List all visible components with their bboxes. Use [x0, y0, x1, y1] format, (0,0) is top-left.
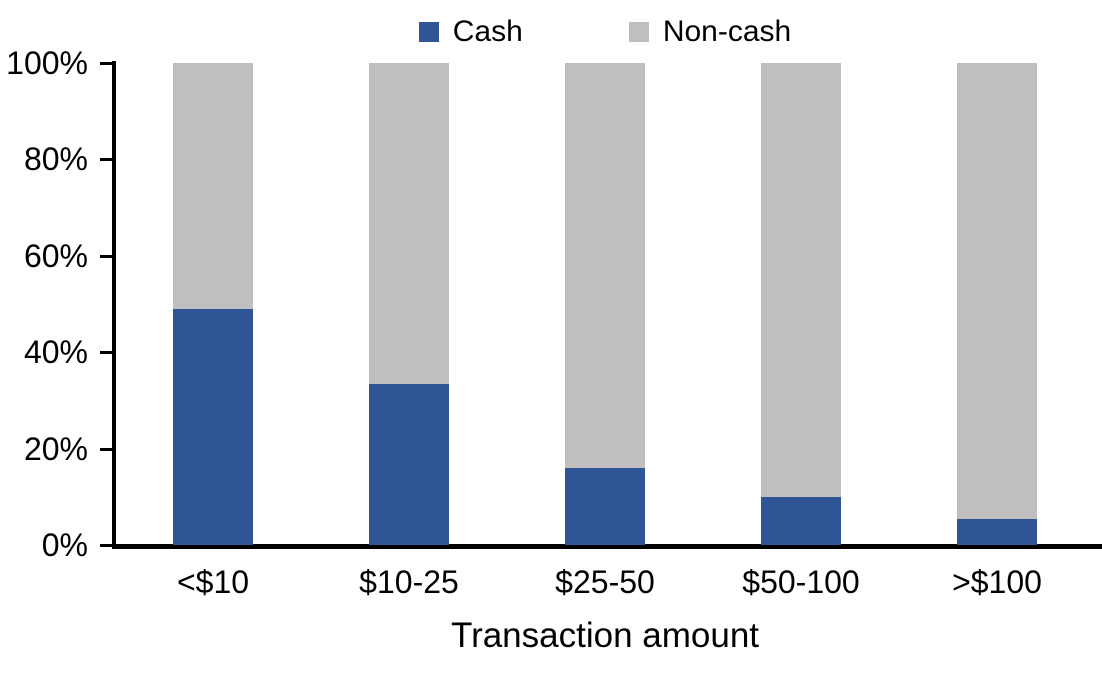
- legend-item-non-cash: Non-cash: [628, 15, 792, 49]
- y-tick-mark: [100, 62, 115, 65]
- y-tick-label: 100%: [6, 45, 88, 81]
- stacked-bar: [565, 63, 645, 545]
- x-tick-label: $50-100: [742, 564, 860, 600]
- bar-group--10: [115, 63, 311, 545]
- y-tick-label: 80%: [23, 141, 88, 178]
- stacked-bar: [369, 63, 449, 545]
- plot-area: [115, 63, 1095, 545]
- x-axis-line: [112, 544, 1102, 549]
- bar-segment-cash: [761, 496, 841, 545]
- bar-segment-non-cash: [957, 63, 1037, 519]
- y-axis-line: [112, 61, 116, 549]
- legend-swatch-non-cash-icon: [628, 22, 649, 42]
- y-axis: 0% 20% 40% 60% 80% 100%: [0, 45, 115, 563]
- y-tick-label: 20%: [23, 430, 88, 467]
- legend-swatch-cash-icon: [418, 22, 439, 42]
- bar-group--25-50: [507, 63, 703, 545]
- bar-segment-cash: [369, 383, 449, 545]
- bar-group--10-25: [311, 63, 507, 545]
- bar-segment-non-cash: [173, 63, 253, 309]
- y-tick-label: 0%: [41, 527, 88, 563]
- y-tick-label: 60%: [23, 237, 88, 274]
- bar-segment-cash: [173, 308, 253, 545]
- legend-label-non-cash: Non-cash: [662, 15, 792, 48]
- legend-label-cash: Cash: [452, 15, 523, 48]
- bar-segment-non-cash: [369, 63, 449, 384]
- stacked-bar: [761, 63, 841, 545]
- stacked-bar: [173, 63, 253, 545]
- x-tick-label: <$10: [176, 564, 250, 600]
- chart-legend: Cash Non-cash: [115, 10, 1095, 54]
- y-tick-mark: [100, 351, 115, 355]
- bar-segment-cash: [957, 518, 1037, 545]
- bar-group--100: [899, 63, 1095, 545]
- x-axis-labels: <$10 $10-25 $25-50 $50-100 >$100: [115, 562, 1095, 604]
- legend-item-cash: Cash: [418, 15, 523, 49]
- bar-group--50-100: [703, 63, 899, 545]
- y-tick-mark: [100, 158, 115, 162]
- bar-segment-non-cash: [761, 63, 841, 497]
- y-tick-mark: [100, 447, 115, 451]
- bar-segment-cash: [565, 467, 645, 545]
- y-tick-mark: [100, 544, 115, 547]
- x-axis-title: Transaction amount: [450, 616, 760, 655]
- bar-segment-non-cash: [565, 63, 645, 468]
- y-tick-mark: [100, 254, 115, 258]
- x-tick-label: >$100: [952, 564, 1042, 600]
- x-tick-label: $25-50: [555, 564, 655, 600]
- x-tick-label: $10-25: [359, 564, 459, 600]
- y-tick-label: 40%: [23, 334, 88, 371]
- stacked-bar: [957, 63, 1037, 545]
